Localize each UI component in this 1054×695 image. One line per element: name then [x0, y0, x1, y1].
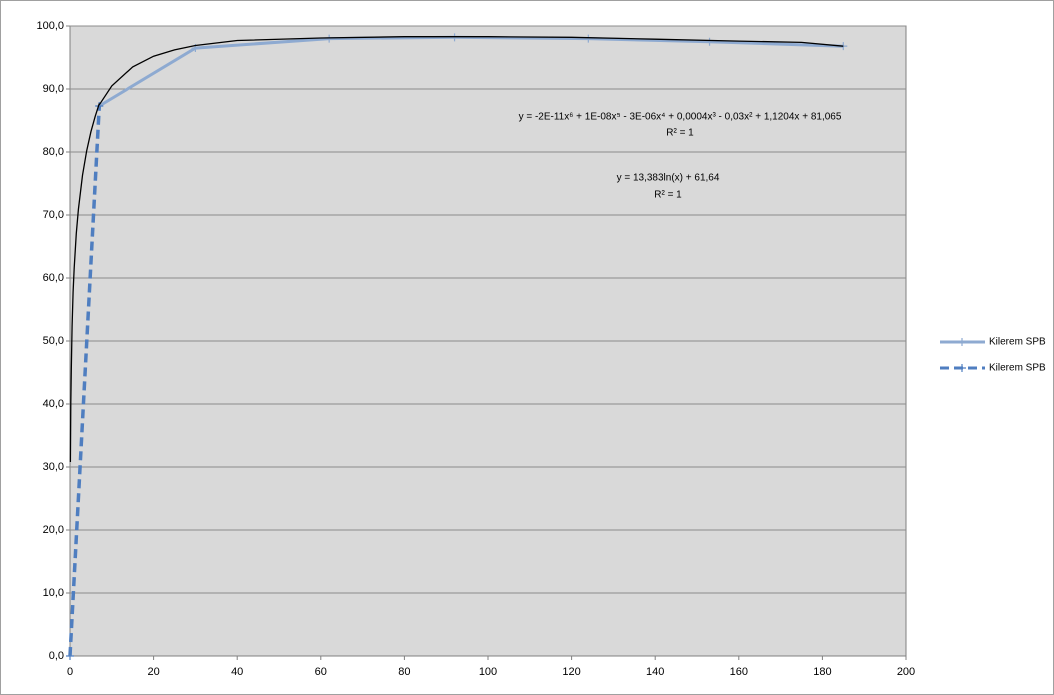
y-tick-label: 40,0 [43, 398, 64, 410]
trendline-equation: y = 13,383ln(x) + 61,64 [617, 173, 720, 184]
trendline-equation: y = -2E-11x⁶ + 1E-08x⁵ - 3E-06x⁴ + 0,000… [519, 112, 842, 123]
trendline [69, 103, 100, 463]
x-tick-label: 120 [562, 666, 580, 678]
legend-label: Kilerem SPB [989, 337, 1046, 348]
legend-label: Kilerem SPB [989, 363, 1046, 374]
point-marker [325, 34, 334, 43]
point-marker [66, 652, 74, 660]
y-tick-label: 70,0 [43, 209, 64, 221]
y-tick-label: 20,0 [43, 524, 64, 536]
x-tick-label: 140 [646, 666, 664, 678]
x-tick-label: 20 [147, 666, 159, 678]
series-line [68, 105, 102, 657]
x-tick-label: 180 [813, 666, 831, 678]
point-marker [95, 102, 104, 111]
trendline-equation: R² = 1 [654, 190, 682, 201]
y-tick-label: 50,0 [43, 335, 64, 347]
x-tick-label: 0 [67, 666, 73, 678]
y-tick-label: 100,0 [36, 20, 64, 32]
trendline [98, 36, 844, 106]
x-tick-label: 60 [315, 666, 327, 678]
y-tick-label: 30,0 [43, 461, 64, 473]
y-tick-label: 60,0 [43, 272, 64, 284]
point-marker [705, 37, 714, 46]
x-tick-label: 80 [398, 666, 410, 678]
x-tick-label: 100 [479, 666, 497, 678]
y-tick-label: 80,0 [43, 146, 64, 158]
x-tick-label: 200 [897, 666, 915, 678]
y-tick-label: 90,0 [43, 83, 64, 95]
trendline-equation: R² = 1 [666, 128, 694, 139]
legend-marker [958, 338, 966, 346]
x-tick-label: 40 [231, 666, 243, 678]
y-tick-label: 10,0 [43, 587, 64, 599]
x-tick-label: 160 [730, 666, 748, 678]
y-tick-label: 0,0 [49, 650, 64, 662]
legend-marker [958, 364, 966, 372]
point-marker [584, 34, 593, 43]
